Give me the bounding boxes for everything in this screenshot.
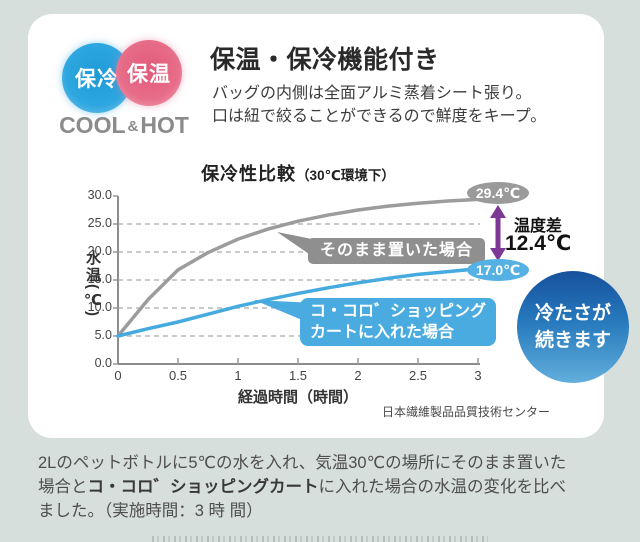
cold-lasts-circle: 冷たさが 続きます <box>517 271 629 383</box>
cart-label-tail <box>254 300 315 322</box>
cart-end-temp-badge: 17.0℃ <box>467 259 529 281</box>
product-card: 保冷 保温 COOL &HOT 保温・保冷機能付き バッグの内側は全面アルミ蒸着シ… <box>28 14 604 438</box>
cutoff-text-strip <box>152 536 488 542</box>
description-line1: 2Lのペットボトルに5℃の水を入れ、気温30℃の場所にそのまま置いた <box>38 454 567 472</box>
temp-diff-label: 温度差 <box>514 218 563 235</box>
y-tick-label-10: 10.0 <box>87 300 112 314</box>
feature-subtitle-line2: 口は紐で絞ることができるので鮮度をキープ。 <box>212 108 547 125</box>
cool-badge-label: 保冷 <box>75 68 119 91</box>
y-tick-label-0: 0.0 <box>94 356 112 370</box>
description-product-name: コ・コロ゛ショッピングカート <box>87 478 319 496</box>
x-axis-ticks <box>177 358 479 364</box>
x-tick-label-05: 0.5 <box>168 368 188 383</box>
caption-ampersand: & <box>127 118 139 135</box>
hot-badge-circle: 保温 <box>116 40 182 106</box>
chart-title-suffix: （30℃環境下） <box>296 168 395 183</box>
cart-series-label-line2: カートに入れた場合 <box>310 324 455 341</box>
hot-badge-label: 保温 <box>127 63 171 86</box>
series-ambient-line <box>116 197 480 338</box>
ambient-series-label: そのまま置いた場合 <box>308 238 486 264</box>
description-line2-pre: 場合と <box>38 478 88 496</box>
testing-org-credit: 日本繊維製品品質技術センター <box>381 405 550 419</box>
feature-subtitle: バッグの内側は全面アルミ蒸着シート張り。 口は紐で絞ることができるので鮮度をキー… <box>212 82 546 128</box>
x-tick-label-2: 2 <box>354 368 362 383</box>
y-tick-label-20: 20.0 <box>87 244 112 258</box>
y-tick-label-30: 30.0 <box>87 188 112 202</box>
description-line2-post: に入れた場合の水温の変化を比べ <box>318 478 567 496</box>
x-tick-label-1: 1 <box>234 368 242 383</box>
temp-diff-value: 12.4℃ <box>505 232 572 255</box>
cold-lasts-line2: 続きます <box>534 330 611 351</box>
y-axis-ticks <box>113 195 118 365</box>
description-paragraph: 2Lのペットボトルに5℃の水を入れ、気温30℃の場所にそのまま置いた 場合とコ・… <box>38 451 618 523</box>
x-tick-label-25: 2.5 <box>408 368 428 383</box>
y-tick-label-15: 15.0 <box>87 272 112 286</box>
x-tick-label-15: 1.5 <box>288 368 308 383</box>
x-axis-label: 経過時間（時間） <box>237 389 358 406</box>
temp-diff-arrow-icon <box>490 205 506 261</box>
caption-cool: COOL <box>59 112 126 138</box>
ambient-end-temp-badge: 29.4℃ <box>467 182 529 204</box>
chart-title: 保冷性比較（30℃環境下） <box>118 160 478 186</box>
chart-title-main: 保冷性比較 <box>201 164 297 184</box>
cool-hot-caption: COOL &HOT <box>54 112 194 139</box>
cart-series-label-line1: コ・コロ゛ショッピング <box>310 303 487 320</box>
feature-subtitle-line1: バッグの内側は全面アルミ蒸着シート張り。 <box>212 85 532 102</box>
y-tick-label-25: 25.0 <box>87 216 112 230</box>
x-tick-label-3: 3 <box>474 368 482 383</box>
caption-hot: HOT <box>140 112 189 138</box>
y-tick-label-5: 5.0 <box>94 328 112 342</box>
series-cart-line <box>116 267 480 338</box>
cold-lasts-line1: 冷たさが <box>534 303 611 324</box>
x-tick-label-0: 0 <box>114 368 122 383</box>
description-line3: ました。（実施時間：3 時 間） <box>38 502 263 520</box>
feature-title: 保温・保冷機能付き <box>210 46 440 74</box>
y-axis-label: 水温(℃) <box>84 250 101 318</box>
cart-series-label: コ・コロ゛ショッピング カートに入れた場合 <box>300 298 497 346</box>
